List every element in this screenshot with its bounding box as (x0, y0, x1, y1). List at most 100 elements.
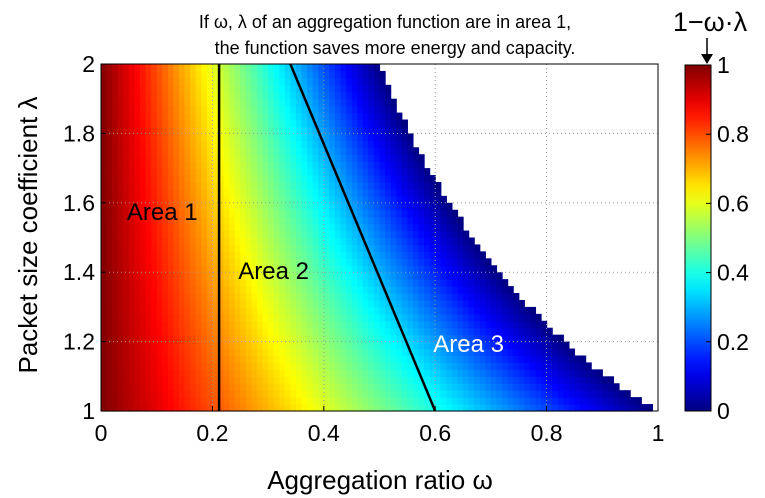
heatmap-cell (145, 348, 152, 357)
heatmap-cell (362, 286, 369, 294)
x-tick-label: 1 (652, 420, 665, 446)
heatmap-cell (435, 362, 442, 370)
heatmap-cell (307, 161, 314, 169)
heatmap-cell (229, 272, 236, 280)
heatmap-cell (418, 202, 425, 211)
heatmap-cell (201, 216, 208, 225)
heatmap-cell (390, 348, 397, 357)
heatmap-cell (245, 126, 252, 134)
heatmap-cell (112, 265, 119, 273)
heatmap-cell (474, 369, 481, 377)
heatmap-cell (379, 168, 386, 176)
heatmap-cell (323, 237, 330, 246)
heatmap-cell (312, 195, 319, 204)
heatmap-cell (385, 286, 392, 294)
heatmap-cell (173, 362, 180, 370)
heatmap-cell (268, 216, 275, 225)
heatmap-cell (245, 327, 252, 336)
heatmap-cell (457, 362, 464, 370)
heatmap-cell (368, 272, 375, 280)
heatmap-cell (323, 272, 330, 280)
heatmap-cell (145, 279, 152, 287)
heatmap-cell (513, 327, 520, 336)
heatmap-cell (446, 216, 453, 225)
heatmap-cell (117, 369, 124, 377)
heatmap-cell (290, 404, 297, 412)
heatmap-cell (240, 237, 247, 246)
heatmap-cell (229, 147, 236, 155)
heatmap-cell (201, 209, 208, 218)
heatmap-cell (151, 77, 158, 86)
heatmap-cell (346, 397, 353, 405)
heatmap-cell (446, 286, 453, 294)
heatmap-cell (178, 112, 186, 121)
heatmap-cell (390, 404, 397, 412)
heatmap-cell (379, 91, 386, 100)
heatmap-cell (151, 383, 158, 391)
heatmap-cell (591, 404, 598, 412)
heatmap-cell (201, 168, 208, 176)
heatmap-cell (307, 77, 314, 86)
heatmap-cell (245, 147, 252, 155)
heatmap-cell (379, 216, 386, 225)
heatmap-cell (234, 286, 241, 294)
heatmap-cell (106, 404, 113, 412)
heatmap-cell (490, 397, 498, 405)
heatmap-cell (284, 404, 291, 412)
heatmap-cell (362, 334, 369, 343)
heatmap-cell (217, 202, 225, 211)
heatmap-cell (256, 147, 264, 155)
heatmap-cell (201, 390, 208, 398)
heatmap-cell (340, 313, 347, 322)
heatmap-cell (217, 223, 225, 232)
heatmap-cell (273, 84, 280, 93)
colorbar-tick-label: 0.6 (717, 190, 749, 216)
heatmap-cell (128, 383, 136, 391)
heatmap-cell (474, 397, 481, 405)
heatmap-cell (251, 390, 258, 398)
heatmap-cell (223, 279, 230, 287)
heatmap-cell (128, 244, 136, 252)
heatmap-cell (123, 202, 130, 211)
heatmap-cell (117, 404, 124, 412)
heatmap-cell (173, 369, 180, 377)
heatmap-cell (240, 348, 247, 357)
heatmap-cell (524, 404, 531, 412)
heatmap-cell (412, 230, 420, 239)
heatmap-cell (373, 327, 381, 336)
heatmap-cell (117, 362, 124, 370)
heatmap-cell (167, 376, 175, 384)
heatmap-cell (268, 251, 275, 259)
heatmap-cell (379, 112, 386, 121)
heatmap-cell (351, 98, 358, 107)
heatmap-cell (307, 313, 314, 322)
heatmap-cell (290, 168, 297, 176)
heatmap-cell (234, 147, 241, 155)
heatmap-cell (407, 299, 414, 308)
heatmap-cell (362, 140, 369, 148)
heatmap-cell (240, 140, 247, 148)
heatmap-cell (334, 390, 342, 398)
heatmap-cell (240, 279, 247, 287)
heatmap-cell (190, 341, 197, 350)
heatmap-cell (245, 188, 252, 197)
heatmap-cell (279, 91, 286, 100)
heatmap-cell (206, 195, 213, 204)
heatmap-cell (307, 209, 314, 218)
heatmap-cell (145, 126, 152, 134)
heatmap-cell (223, 181, 230, 190)
heatmap-cell (401, 230, 408, 239)
heatmap-cell (390, 286, 397, 294)
heatmap-cell (401, 341, 408, 350)
heatmap-cell (474, 320, 481, 329)
heatmap-cell (435, 230, 442, 239)
heatmap-cell (585, 397, 592, 405)
heatmap-cell (223, 237, 230, 246)
heatmap-cell (234, 84, 241, 93)
heatmap-cell (217, 306, 225, 315)
heatmap-cell (173, 348, 180, 357)
heatmap-cell (340, 161, 347, 169)
heatmap-cell (223, 251, 230, 259)
heatmap-cell (217, 154, 225, 162)
heatmap-cell (195, 175, 202, 183)
